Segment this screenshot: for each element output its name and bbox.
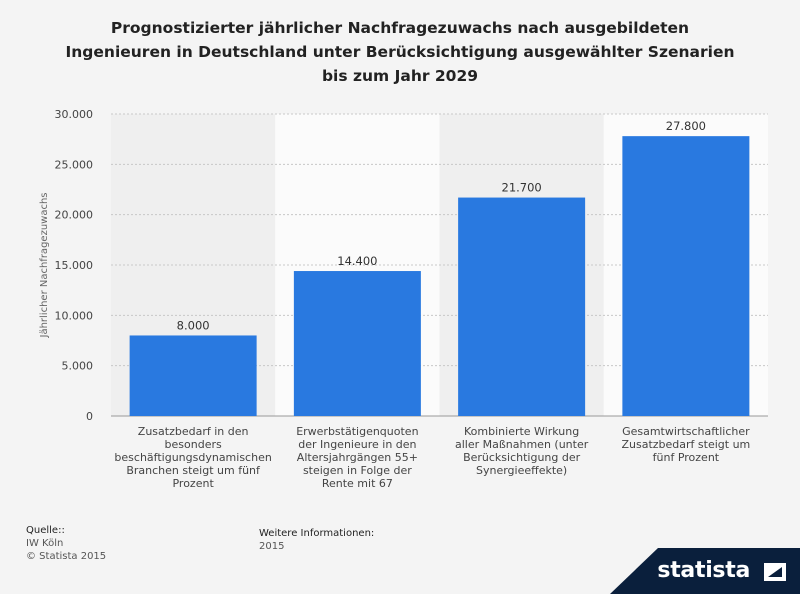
chart-title-line: Prognostizierter jährlicher Nachfragezuw… [110, 19, 690, 37]
y-tick-label: 10.000 [55, 309, 94, 322]
bar [293, 271, 421, 416]
chart-title: Prognostizierter jährlicher Nachfragezuw… [40, 16, 760, 88]
x-tick-label-line: Synergieeffekte) [476, 464, 568, 477]
x-tick-label: Zusatzbedarf in den besonders beschäftigun… [114, 425, 272, 490]
x-tick-label-line: der Ingenieure in den [298, 438, 417, 451]
data-label: 8.000 [177, 318, 210, 332]
x-tick-label: Kombinierte Wirkung aller Maßnahmen (unte… [443, 425, 601, 477]
y-tick-label: 0 [86, 410, 93, 423]
bar [129, 335, 257, 416]
chart-title-line: bis zum Jahr 2029 [321, 67, 479, 85]
source-heading: Quelle:: [26, 525, 65, 536]
brand-name: statista [657, 558, 750, 583]
x-tick-label-line: Kombinierte Wirkung [464, 425, 580, 438]
x-tick-label-line: Altersjahrgängen 55+ [296, 451, 418, 464]
bar [622, 136, 750, 416]
y-tick-label: 20.000 [55, 209, 94, 222]
y-tick-label: 5.000 [62, 360, 94, 373]
x-tick-label-line: steigen in Folge der [302, 464, 412, 477]
x-tick-label-line: Zusatzbedarf steigt um [621, 438, 751, 451]
info-heading: Weitere Informationen: [259, 528, 375, 539]
info-line: 2015 [259, 541, 285, 552]
chart-title-line: Ingenieuren in Deutschland unter Berücks… [65, 43, 735, 61]
x-tick-label-line: Erwerbstätigenquoten [296, 425, 419, 438]
source-line: © Statista 2015 [26, 551, 107, 562]
x-tick-label-line: Prozent [172, 477, 214, 490]
x-tick-label-line: Berücksichtigung der [463, 451, 581, 464]
y-tick-label: 25.000 [55, 158, 94, 171]
data-label: 14.400 [337, 254, 377, 268]
x-tick-label-line: besonders [164, 438, 222, 451]
x-tick-label-line: Rente mit 67 [321, 477, 393, 490]
x-tick-label-line: Zusatzbedarf in den [137, 425, 249, 438]
source-block: Quelle:: IW Köln © Statista 2015 [26, 524, 106, 563]
x-tick-label: Erwerbstätigenquoten der Ingenieure in de… [278, 425, 436, 490]
x-tick-label-line: Gesamtwirtschaftlicher [622, 425, 750, 438]
y-axis-label: Jährlicher Nachfragezuwachs [39, 192, 50, 338]
x-tick-label-line: beschäftigungsdynamischen [114, 451, 272, 464]
x-tick-label-line: Branchen steigt um fünf [126, 464, 260, 477]
x-tick-label-line: aller Maßnahmen (unter [454, 438, 589, 451]
source-line: IW Köln [26, 538, 64, 549]
y-tick-label: 15.000 [55, 259, 94, 272]
x-tick-label: Gesamtwirtschaftlicher Zusatzbedarf steig… [607, 425, 765, 464]
x-tick-label-line: fünf Prozent [652, 451, 720, 464]
data-label: 21.700 [502, 181, 542, 195]
info-block: Weitere Informationen: 2015 [259, 527, 374, 553]
y-tick-label: 30.000 [55, 108, 94, 121]
statista-logo-icon [764, 563, 786, 581]
data-label: 27.800 [666, 119, 706, 133]
bar [458, 197, 586, 416]
